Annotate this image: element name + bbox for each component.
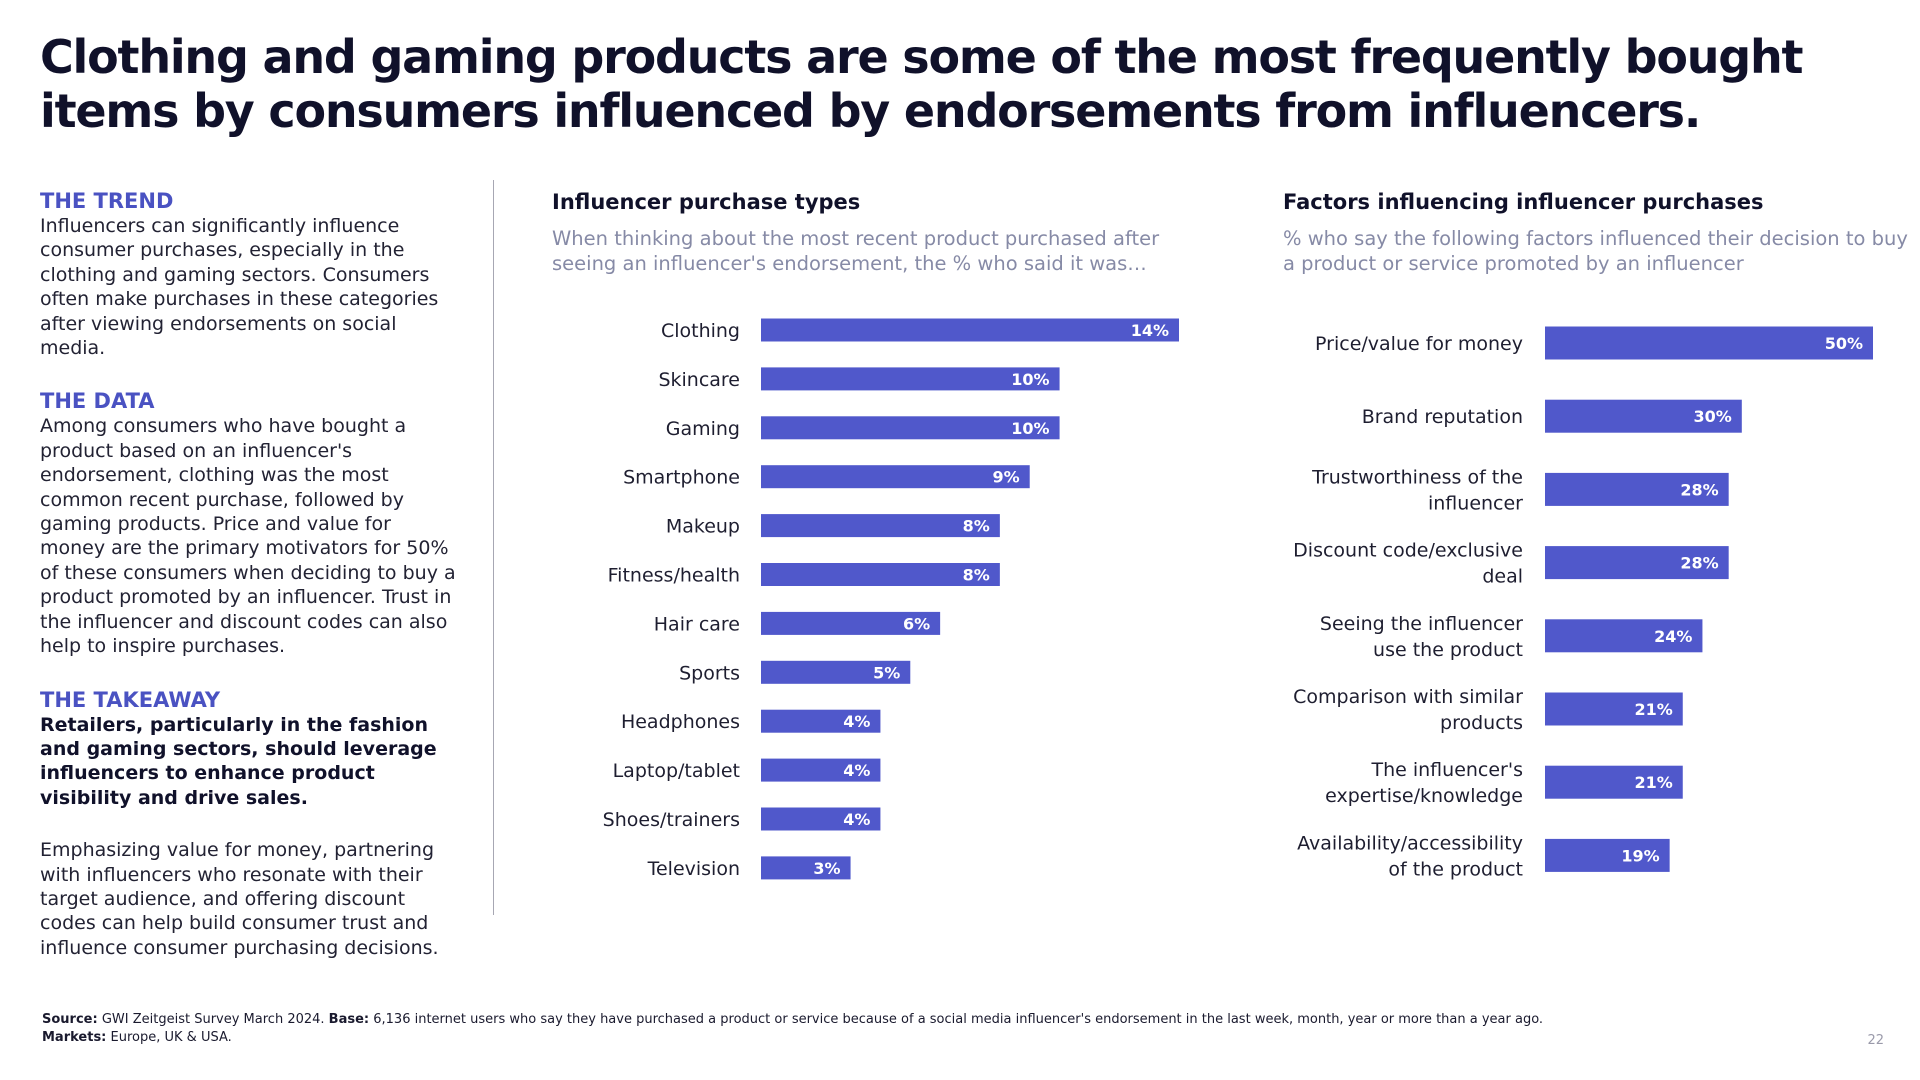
bar-value-label: 4% bbox=[843, 712, 870, 731]
category-label: Headphones bbox=[621, 711, 740, 733]
bar bbox=[761, 856, 851, 880]
source-footer: Source: GWI Zeitgeist Survey March 2024.… bbox=[42, 1011, 1862, 1047]
bar bbox=[761, 709, 881, 733]
category-label: Price/value for money bbox=[1315, 333, 1523, 355]
bar-value-label: 19% bbox=[1621, 846, 1659, 865]
bar bbox=[1545, 472, 1729, 506]
bar-value-label: 21% bbox=[1634, 773, 1672, 792]
bar bbox=[761, 514, 1000, 538]
data-heading: THE DATA bbox=[40, 389, 155, 414]
bar-value-label: 9% bbox=[993, 468, 1020, 487]
bar-value-label: 24% bbox=[1654, 627, 1692, 646]
bar-value-label: 8% bbox=[963, 566, 990, 585]
category-label: use the product bbox=[1373, 639, 1523, 661]
chart-subtitle-factors: % who say the following factors influenc… bbox=[1283, 227, 1908, 275]
bar-value-label: 28% bbox=[1680, 480, 1718, 499]
base-label: Base: bbox=[328, 1012, 370, 1027]
bar bbox=[1545, 692, 1683, 726]
category-label: Smartphone bbox=[623, 467, 740, 489]
chart-subtitle-purchase-types: When thinking about the most recent prod… bbox=[552, 227, 1160, 275]
page-number: 22 bbox=[1867, 1033, 1884, 1048]
category-label: The influencer's bbox=[1370, 759, 1523, 781]
bar-value-label: 21% bbox=[1634, 700, 1672, 719]
bar-value-label: 5% bbox=[873, 663, 900, 682]
category-label: Clothing bbox=[661, 320, 740, 342]
source-text: GWI Zeitgeist Survey March 2024. bbox=[101, 1012, 325, 1027]
bar bbox=[761, 318, 1179, 342]
category-label: Trustworthiness of the bbox=[1311, 466, 1523, 488]
category-label: deal bbox=[1482, 566, 1523, 588]
category-label: Shoes/trainers bbox=[603, 809, 740, 831]
bar bbox=[761, 758, 881, 782]
bar bbox=[761, 416, 1060, 440]
bar bbox=[761, 807, 881, 831]
bar-value-label: 14% bbox=[1131, 321, 1169, 340]
markets-label: Markets: bbox=[42, 1030, 107, 1045]
bar bbox=[1545, 838, 1670, 872]
markets-text: Europe, UK & USA. bbox=[110, 1030, 232, 1045]
page-title: Clothing and gaming products are some of… bbox=[40, 30, 1804, 138]
bar bbox=[1545, 619, 1703, 653]
category-label: Gaming bbox=[666, 418, 740, 440]
bar-value-label: 10% bbox=[1011, 370, 1049, 389]
bar-value-label: 50% bbox=[1825, 334, 1863, 353]
trend-text: Influencers can significantly influence … bbox=[40, 215, 439, 360]
source-line: Source: GWI Zeitgeist Survey March 2024.… bbox=[42, 1011, 1862, 1029]
bar bbox=[1545, 326, 1873, 360]
bar-value-label: 3% bbox=[813, 859, 840, 878]
category-label: Hair care bbox=[654, 613, 740, 635]
category-label: influencer bbox=[1428, 492, 1523, 514]
source-label: Source: bbox=[42, 1012, 98, 1027]
category-label: Brand reputation bbox=[1362, 406, 1523, 428]
bar bbox=[761, 611, 941, 635]
base-text: 6,136 internet users who say they have p… bbox=[373, 1012, 1544, 1027]
bar-value-label: 28% bbox=[1680, 554, 1718, 573]
insight-column: THE TREND Influencers can significantly … bbox=[40, 188, 460, 988]
bar-value-label: 4% bbox=[843, 810, 870, 829]
column-divider bbox=[493, 180, 494, 915]
takeaway-heading: THE TAKEAWAY bbox=[40, 687, 221, 712]
category-label: Seeing the influencer bbox=[1320, 613, 1523, 635]
bar-value-label: 10% bbox=[1011, 419, 1049, 438]
chart-title-purchase-types: Influencer purchase types bbox=[552, 190, 861, 214]
category-label: Television bbox=[647, 858, 740, 880]
bar bbox=[1545, 546, 1729, 580]
bar-value-label: 4% bbox=[843, 761, 870, 780]
category-label: Availability/accessibility bbox=[1297, 832, 1523, 854]
category-label: of the product bbox=[1388, 858, 1523, 880]
category-label: Makeup bbox=[666, 516, 740, 538]
category-label: Discount code/exclusive bbox=[1293, 540, 1523, 562]
data-text: Among consumers who have bought a produc… bbox=[40, 415, 456, 658]
bar bbox=[761, 563, 1000, 586]
bar bbox=[1545, 399, 1742, 433]
bar-value-label: 8% bbox=[963, 517, 990, 536]
bar-value-label: 30% bbox=[1694, 407, 1732, 426]
takeaway-bold-text: Retailers, particularly in the fashion a… bbox=[40, 713, 437, 809]
bar bbox=[761, 660, 911, 684]
takeaway-text: Emphasizing value for money, partnering … bbox=[40, 839, 439, 959]
category-label: Fitness/health bbox=[608, 565, 740, 587]
category-label: products bbox=[1440, 712, 1523, 734]
markets-line: Markets: Europe, UK & USA. bbox=[42, 1029, 1862, 1047]
category-label: Sports bbox=[679, 662, 740, 684]
bar-value-label: 6% bbox=[903, 614, 930, 633]
category-label: expertise/knowledge bbox=[1325, 785, 1523, 807]
category-label: Comparison with similar bbox=[1293, 686, 1523, 708]
chart-title-factors: Factors influencing influencer purchases bbox=[1283, 190, 1764, 214]
bar bbox=[1545, 765, 1683, 799]
bar bbox=[761, 367, 1060, 391]
bar bbox=[761, 465, 1030, 489]
trend-heading: THE TREND bbox=[40, 189, 174, 213]
category-label: Laptop/tablet bbox=[613, 760, 740, 782]
category-label: Skincare bbox=[658, 369, 740, 391]
